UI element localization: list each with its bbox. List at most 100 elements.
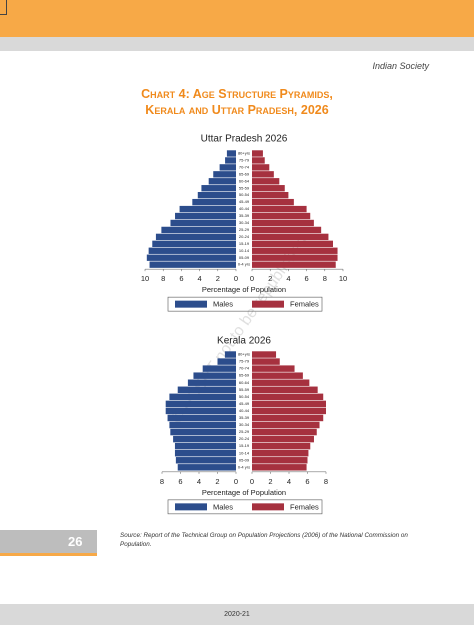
bar bbox=[174, 442, 236, 450]
x-tick-label: 6 bbox=[179, 274, 183, 283]
bar bbox=[252, 261, 336, 268]
x-tick-label: 0 bbox=[250, 274, 254, 283]
bar bbox=[252, 240, 333, 247]
bar bbox=[170, 219, 236, 227]
bar bbox=[175, 457, 236, 464]
bar bbox=[252, 185, 285, 192]
age-label: 30-34 bbox=[239, 422, 250, 427]
x-tick-label: 10 bbox=[339, 274, 347, 283]
age-label: 80+yrs bbox=[238, 151, 250, 156]
x-axis-label: Percentage of Population bbox=[202, 488, 286, 497]
age-label: 75-79 bbox=[239, 359, 250, 364]
bottom-band bbox=[0, 604, 474, 625]
age-label: 55-59 bbox=[239, 185, 250, 190]
age-label: 35-39 bbox=[239, 213, 250, 218]
age-label: 60-64 bbox=[239, 380, 250, 385]
bar bbox=[179, 205, 236, 213]
bar bbox=[152, 240, 236, 247]
chart-subtitle: Kerala 2026 bbox=[217, 336, 271, 347]
source-note: Source: Report of the Technical Group on… bbox=[120, 532, 408, 548]
bar bbox=[187, 379, 236, 386]
bar bbox=[252, 442, 311, 450]
bar bbox=[252, 414, 324, 422]
bar bbox=[252, 393, 324, 401]
legend-label: Males bbox=[213, 502, 233, 511]
bar bbox=[170, 428, 236, 436]
bar bbox=[174, 450, 236, 457]
x-tick-label: 6 bbox=[305, 477, 309, 486]
page-number: 26 bbox=[68, 534, 83, 549]
chart-subtitle: Uttar Pradesh 2026 bbox=[201, 134, 288, 145]
bar bbox=[177, 464, 236, 471]
bar bbox=[252, 164, 270, 171]
x-tick-label: 4 bbox=[286, 274, 290, 283]
legend-box bbox=[167, 296, 323, 312]
bar bbox=[252, 400, 326, 408]
bar bbox=[148, 247, 236, 254]
bar bbox=[146, 254, 236, 261]
age-label: 15-19 bbox=[239, 443, 250, 448]
age-label: 80+yrs bbox=[238, 352, 250, 357]
x-tick-label: 6 bbox=[305, 274, 309, 283]
bar bbox=[213, 171, 236, 178]
bar bbox=[165, 407, 236, 415]
bar bbox=[252, 435, 314, 443]
bar bbox=[202, 365, 236, 372]
bar bbox=[252, 247, 338, 254]
age-label: 70-74 bbox=[239, 164, 250, 169]
bar bbox=[177, 386, 236, 393]
age-label: 65-69 bbox=[239, 373, 250, 378]
bar bbox=[252, 421, 320, 429]
bar bbox=[226, 150, 236, 157]
age-label: 45-49 bbox=[239, 199, 250, 204]
bar bbox=[252, 171, 274, 178]
x-tick-label: 4 bbox=[198, 274, 202, 283]
bar bbox=[169, 393, 236, 401]
x-tick-label: 8 bbox=[160, 477, 164, 486]
legend-label: Males bbox=[213, 300, 233, 309]
x-tick-label: 8 bbox=[323, 274, 327, 283]
bar bbox=[252, 192, 289, 199]
age-label: 45-49 bbox=[239, 401, 250, 406]
age-label: 05-09 bbox=[239, 255, 250, 260]
x-tick-label: 2 bbox=[215, 477, 219, 486]
x-tick-label: 0 bbox=[250, 477, 254, 486]
bar bbox=[149, 261, 236, 268]
page-number-box bbox=[0, 530, 97, 553]
legend-box bbox=[167, 499, 323, 515]
age-label: 75-79 bbox=[239, 157, 250, 162]
bar bbox=[169, 421, 236, 429]
age-label: 50-54 bbox=[239, 394, 250, 399]
x-tick-label: 4 bbox=[287, 477, 291, 486]
running-head: Indian Society bbox=[372, 61, 429, 71]
bar bbox=[252, 464, 307, 471]
age-label: 10-14 bbox=[239, 450, 250, 455]
age-label: 05-09 bbox=[239, 457, 250, 462]
x-tick-label: 0 bbox=[234, 274, 238, 283]
corner-mark bbox=[0, 0, 7, 15]
bar bbox=[197, 192, 236, 199]
bar bbox=[252, 219, 314, 227]
chart-title: Chart 4: Age Structure Pyramids, Kerala … bbox=[0, 86, 474, 118]
top-gray-band bbox=[0, 37, 474, 51]
age-label: 0-4 yrs bbox=[238, 464, 250, 469]
bar bbox=[252, 379, 310, 386]
title-line: Chart 4: Age Structure Pyramids, bbox=[141, 87, 333, 101]
top-band bbox=[0, 0, 474, 37]
bar bbox=[252, 233, 329, 241]
x-tick-label: 8 bbox=[324, 477, 328, 486]
legend-swatch bbox=[175, 300, 207, 308]
x-tick-label: 8 bbox=[161, 274, 165, 283]
footer-year: 2020-21 bbox=[224, 611, 250, 618]
bar bbox=[252, 254, 338, 261]
bar bbox=[252, 212, 311, 220]
bar bbox=[252, 372, 303, 379]
x-tick-label: 2 bbox=[268, 274, 272, 283]
bar bbox=[175, 212, 236, 220]
bar bbox=[252, 407, 326, 415]
bar bbox=[252, 226, 322, 234]
age-label: 20-24 bbox=[239, 234, 250, 239]
bar bbox=[252, 428, 317, 436]
bar bbox=[193, 372, 236, 379]
